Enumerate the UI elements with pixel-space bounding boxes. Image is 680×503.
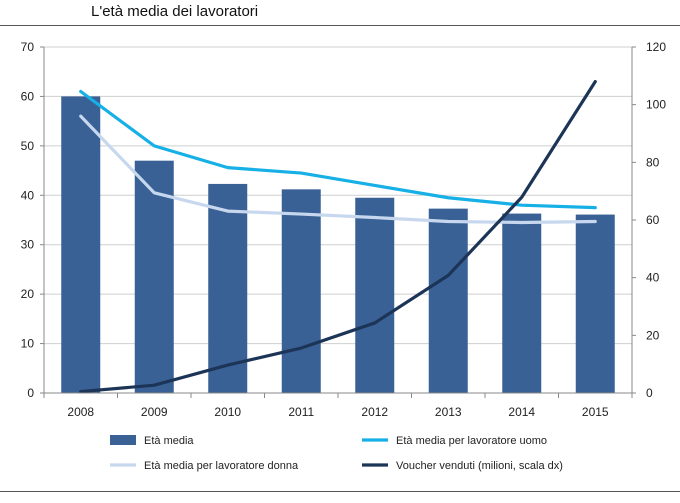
bar — [355, 197, 395, 393]
bar — [61, 96, 101, 393]
series-line — [79, 79, 597, 394]
bar — [428, 208, 468, 393]
legend-swatch — [110, 435, 136, 445]
bar-series — [61, 96, 615, 393]
series-line — [79, 89, 597, 210]
x-tick-label: 2012 — [361, 405, 388, 419]
y-left-tick-label: 40 — [21, 188, 35, 202]
line-series — [79, 79, 597, 394]
bar — [208, 183, 248, 393]
y-right-tick-label: 120 — [646, 40, 666, 54]
legend-label: Età media per lavoratore donna — [144, 460, 299, 472]
y-left-tick-label: 60 — [21, 89, 35, 103]
axes: 0 10 20 30 40 50 60 70 0 20 40 60 80 100 120 2008 2009 20… — [21, 40, 667, 419]
legend-label: Età media per lavoratore uomo — [396, 435, 547, 447]
y-right-tick-label: 60 — [646, 213, 660, 227]
bar — [502, 213, 542, 393]
y-left-tick-label: 50 — [21, 139, 35, 153]
legend: Età media Età media per lavoratore uomo Et… — [110, 435, 563, 472]
y-right-tick-label: 80 — [646, 155, 660, 169]
series-line — [79, 114, 597, 225]
top-divider — [0, 25, 680, 26]
y-left-tick-label: 20 — [21, 287, 35, 301]
x-tick-label: 2010 — [214, 405, 241, 419]
y-left-tick-label: 30 — [21, 238, 35, 252]
y-left-tick-label: 10 — [21, 337, 35, 351]
legend-label: Voucher venduti (milioni, scala dx) — [396, 460, 563, 472]
legend-label: Età media — [144, 435, 194, 447]
bar — [281, 189, 321, 393]
bar — [134, 160, 174, 393]
x-tick-label: 2013 — [435, 405, 462, 419]
y-right-tick-label: 100 — [646, 98, 666, 112]
x-tick-label: 2009 — [141, 405, 168, 419]
y-right-tick-label: 40 — [646, 271, 660, 285]
gridlines — [44, 46, 632, 345]
y-left-tick-label: 70 — [21, 40, 35, 54]
x-tick-label: 2008 — [67, 405, 94, 419]
bar — [575, 214, 615, 393]
chart-title: L'età media dei lavoratori — [91, 3, 259, 20]
y-right-tick-label: 20 — [646, 328, 660, 342]
y-left-tick-label: 0 — [27, 386, 34, 400]
bottom-divider — [0, 491, 680, 492]
x-tick-label: 2011 — [288, 405, 314, 419]
x-tick-label: 2014 — [508, 405, 535, 419]
y-right-tick-label: 0 — [646, 386, 653, 400]
x-tick-label: 2015 — [582, 405, 609, 419]
